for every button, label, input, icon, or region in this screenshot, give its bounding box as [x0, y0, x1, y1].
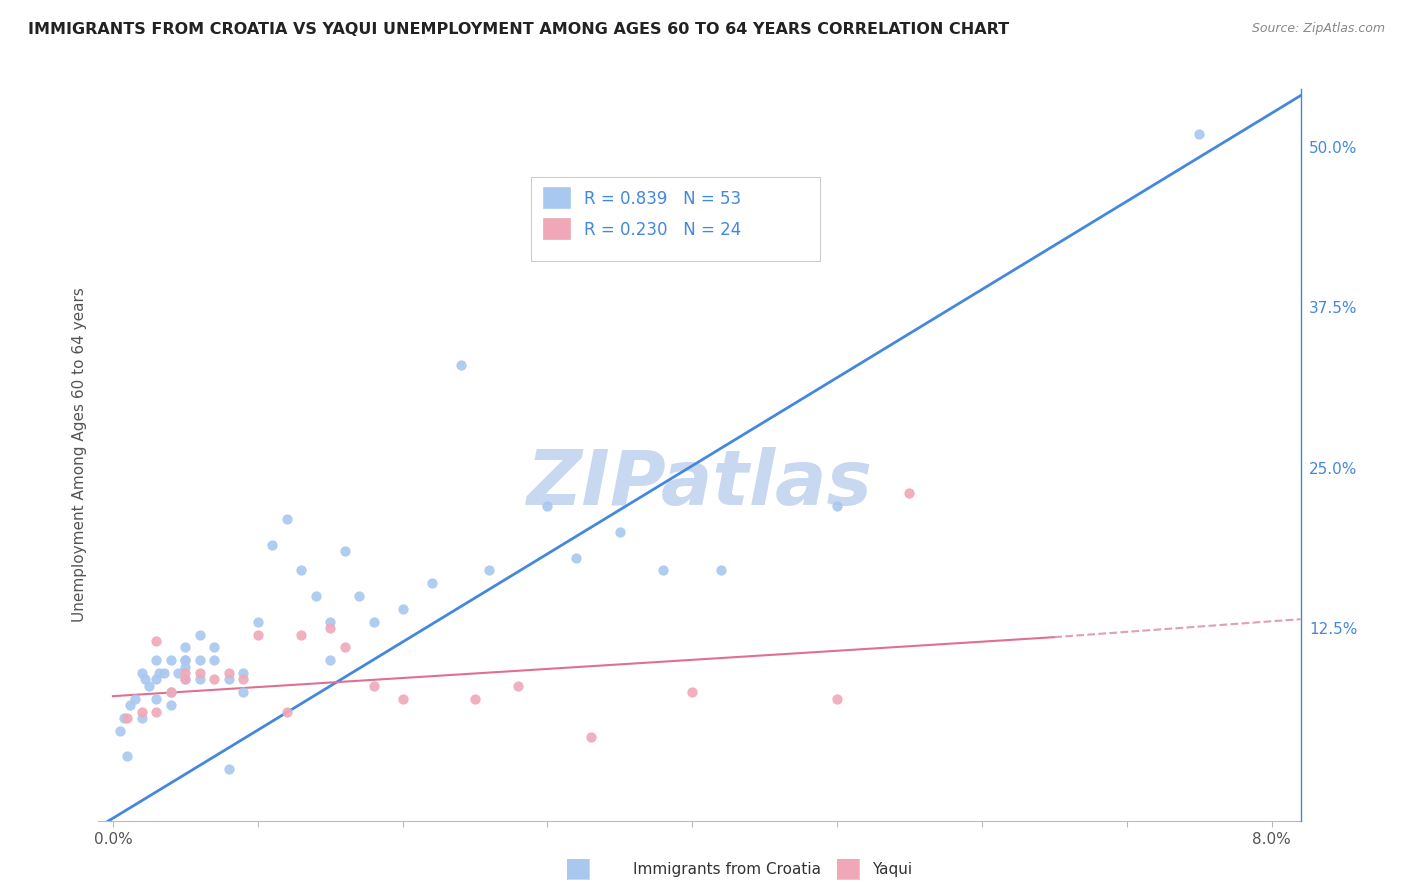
Point [420, 576, 443, 591]
Point [363, 615, 385, 629]
Text: R = 0.839   N = 53: R = 0.839 N = 53 [583, 190, 741, 208]
Point [565, 550, 588, 565]
FancyBboxPatch shape [531, 177, 820, 261]
Point [652, 563, 675, 577]
Point [120, 698, 142, 713]
Point [174, 659, 197, 673]
Point [246, 615, 269, 629]
Point [1188, 127, 1211, 141]
FancyBboxPatch shape [543, 186, 569, 208]
Point [218, 762, 240, 776]
Point [218, 673, 240, 687]
Point [131, 705, 153, 719]
Point [160, 698, 183, 713]
Point [246, 627, 269, 641]
Point [579, 730, 602, 744]
Point [825, 691, 848, 706]
Point [131, 666, 153, 681]
Y-axis label: Unemployment Among Ages 60 to 64 years: Unemployment Among Ages 60 to 64 years [72, 287, 87, 623]
Point [319, 615, 342, 629]
Point [536, 500, 558, 514]
Point [174, 640, 197, 655]
Point [681, 685, 703, 699]
Point [145, 653, 167, 667]
Point [167, 666, 190, 681]
FancyBboxPatch shape [543, 219, 569, 239]
Point [145, 705, 167, 719]
Point [134, 673, 156, 687]
Text: IMMIGRANTS FROM CROATIA VS YAQUI UNEMPLOYMENT AMONG AGES 60 TO 64 YEARS CORRELAT: IMMIGRANTS FROM CROATIA VS YAQUI UNEMPLO… [28, 22, 1010, 37]
Point [478, 563, 501, 577]
Point [347, 589, 370, 603]
Point [450, 358, 472, 372]
Point [319, 653, 342, 667]
Text: Yaqui: Yaqui [872, 863, 912, 877]
Point [174, 666, 197, 681]
Point [508, 679, 530, 693]
Point [160, 653, 183, 667]
Point [232, 685, 254, 699]
Point [464, 691, 486, 706]
Point [174, 673, 197, 687]
Text: Immigrants from Croatia: Immigrants from Croatia [633, 863, 821, 877]
Point [898, 486, 921, 500]
Point [160, 685, 183, 699]
Point [131, 711, 153, 725]
Point [609, 524, 631, 539]
Point [174, 653, 197, 667]
Point [160, 685, 183, 699]
Point [391, 602, 413, 616]
Point [333, 640, 356, 655]
Point [262, 538, 284, 552]
Text: R = 0.230   N = 24: R = 0.230 N = 24 [583, 221, 741, 239]
Point [145, 673, 167, 687]
Point [114, 711, 136, 725]
Point [290, 627, 312, 641]
Point [202, 640, 225, 655]
Point [174, 653, 197, 667]
Point [148, 666, 170, 681]
Point [218, 666, 240, 681]
Point [202, 653, 225, 667]
Point [117, 749, 139, 764]
Point [152, 666, 174, 681]
Point [138, 679, 160, 693]
Point [188, 666, 211, 681]
Point [710, 563, 733, 577]
Point [276, 512, 298, 526]
Text: Source: ZipAtlas.com: Source: ZipAtlas.com [1251, 22, 1385, 36]
Point [188, 673, 211, 687]
Point [145, 691, 167, 706]
Text: ZIPatlas: ZIPatlas [526, 447, 873, 521]
Point [825, 500, 848, 514]
Point [174, 673, 197, 687]
Point [391, 691, 413, 706]
Point [333, 544, 356, 558]
Point [117, 711, 139, 725]
Point [232, 666, 254, 681]
Point [202, 673, 225, 687]
Point [188, 653, 211, 667]
Point [319, 621, 342, 635]
Point [124, 691, 146, 706]
Point [145, 634, 167, 648]
Point [232, 673, 254, 687]
Point [290, 563, 312, 577]
Point [305, 589, 328, 603]
Point [108, 723, 131, 738]
Point [188, 627, 211, 641]
Point [363, 679, 385, 693]
Point [276, 705, 298, 719]
